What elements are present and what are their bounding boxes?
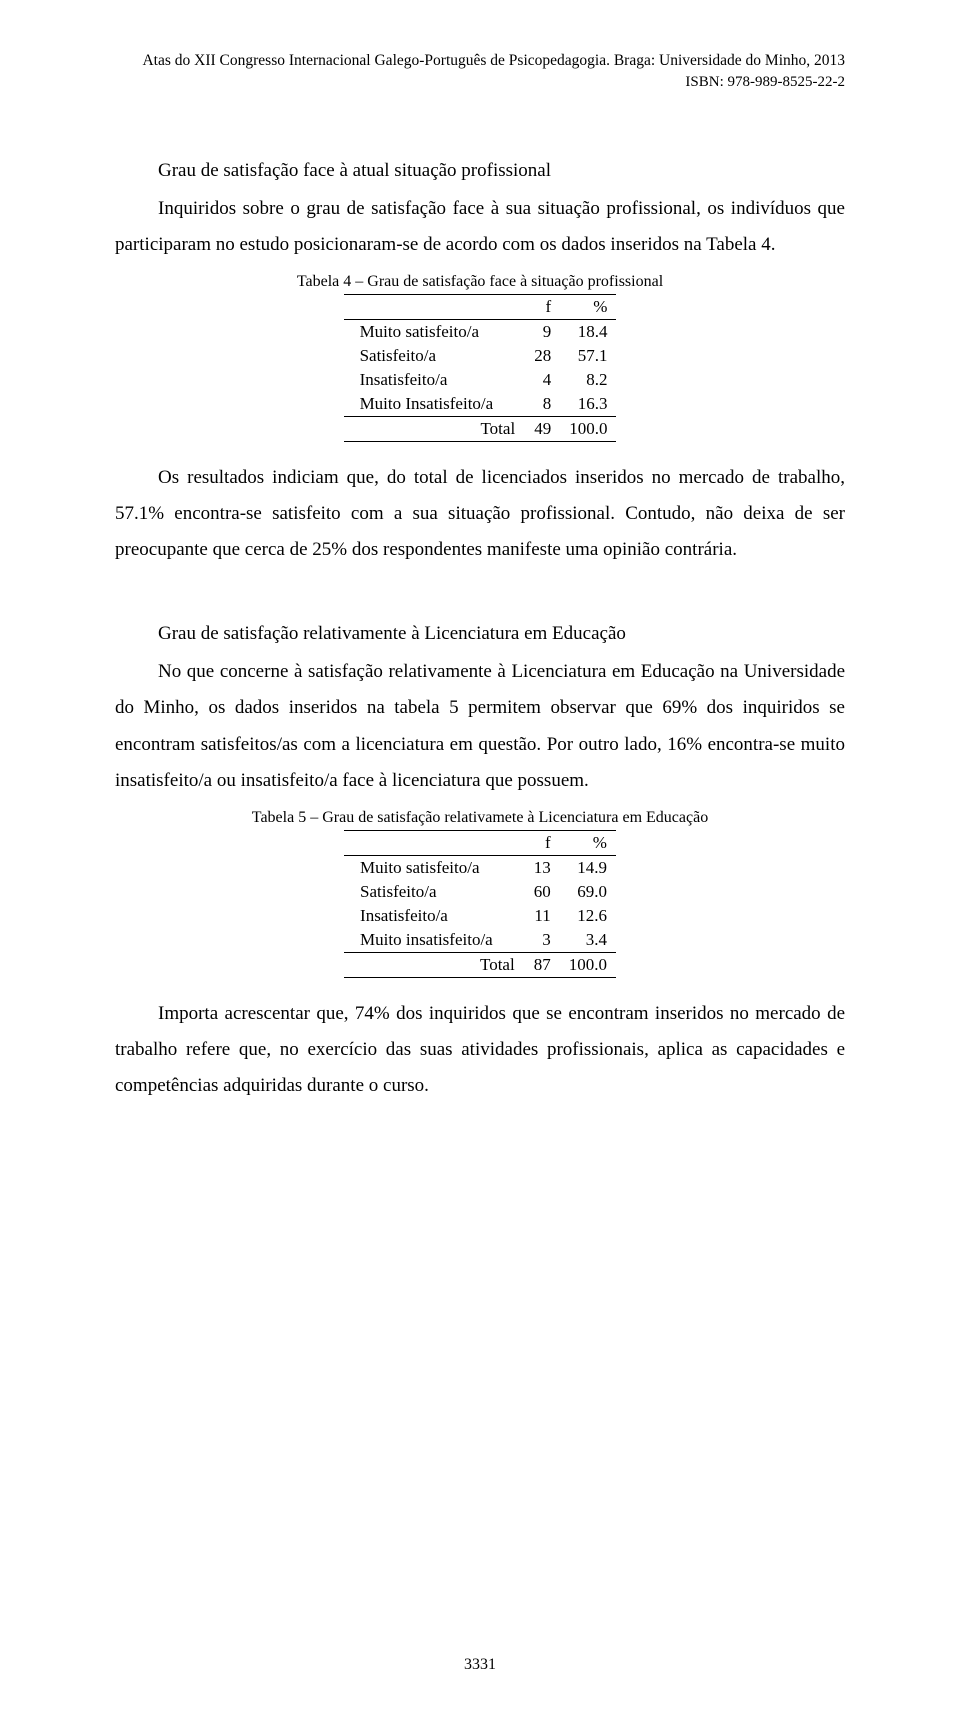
section-2-title: Grau de satisfação relativamente à Licen… — [115, 616, 845, 652]
section-1-para-2: Os resultados indiciam que, do total de … — [115, 460, 845, 568]
cell-label: Satisfeito/a — [344, 880, 525, 904]
table-5-col-blank — [344, 830, 525, 855]
cell-f: 9 — [525, 319, 560, 344]
header-line-2: ISBN: 978-989-8525-22-2 — [115, 72, 845, 93]
cell-f: 60 — [525, 880, 560, 904]
table-row: Muito satisfeito/a 9 18.4 — [344, 319, 617, 344]
cell-label: Satisfeito/a — [344, 344, 526, 368]
cell-label: Insatisfeito/a — [344, 904, 525, 928]
cell-pct: 3.4 — [560, 928, 616, 953]
cell-pct: 57.1 — [560, 344, 616, 368]
cell-pct: 16.3 — [560, 392, 616, 417]
table-5-header: f % — [344, 830, 616, 855]
table-4-total: Total 49 100.0 — [344, 416, 617, 441]
table-5-col-pct: % — [560, 830, 616, 855]
section-2-para-1: No que concerne à satisfação relativamen… — [115, 654, 845, 798]
page-number: 3331 — [0, 1656, 960, 1674]
cell-pct: 12.6 — [560, 904, 616, 928]
table-row: Satisfeito/a 28 57.1 — [344, 344, 617, 368]
cell-total-pct: 100.0 — [560, 952, 616, 977]
cell-pct: 14.9 — [560, 855, 616, 880]
cell-pct: 18.4 — [560, 319, 616, 344]
cell-total-f: 87 — [525, 952, 560, 977]
table-row: Satisfeito/a 60 69.0 — [344, 880, 616, 904]
cell-pct: 8.2 — [560, 368, 616, 392]
table-row: Insatisfeito/a 11 12.6 — [344, 904, 616, 928]
table-row: Muito insatisfeito/a 3 3.4 — [344, 928, 616, 953]
table-5: f % Muito satisfeito/a 13 14.9 Satisfeit… — [344, 830, 616, 978]
cell-total-label: Total — [344, 416, 526, 441]
cell-label: Muito Insatisfeito/a — [344, 392, 526, 417]
cell-f: 28 — [525, 344, 560, 368]
section-1-title: Grau de satisfação face à atual situação… — [115, 153, 845, 189]
header-line-1: Atas do XII Congresso Internacional Gale… — [115, 50, 845, 72]
cell-total-f: 49 — [525, 416, 560, 441]
section-2-para-2: Importa acrescentar que, 74% dos inquiri… — [115, 996, 845, 1104]
table-4-col-blank — [344, 294, 526, 319]
table-4-col-pct: % — [560, 294, 616, 319]
table-4: f % Muito satisfeito/a 9 18.4 Satisfeito… — [344, 294, 617, 442]
cell-f: 8 — [525, 392, 560, 417]
cell-f: 4 — [525, 368, 560, 392]
cell-total-label: Total — [344, 952, 525, 977]
table-row: Muito satisfeito/a 13 14.9 — [344, 855, 616, 880]
running-header: Atas do XII Congresso Internacional Gale… — [115, 50, 845, 93]
table-5-total: Total 87 100.0 — [344, 952, 616, 977]
table-4-caption: Tabela 4 – Grau de satisfação face à sit… — [115, 273, 845, 291]
table-4-col-f: f — [525, 294, 560, 319]
cell-label: Muito satisfeito/a — [344, 319, 526, 344]
cell-label: Muito satisfeito/a — [344, 855, 525, 880]
cell-pct: 69.0 — [560, 880, 616, 904]
table-row: Insatisfeito/a 4 8.2 — [344, 368, 617, 392]
cell-f: 11 — [525, 904, 560, 928]
cell-f: 13 — [525, 855, 560, 880]
cell-label: Insatisfeito/a — [344, 368, 526, 392]
section-1-para-1: Inquiridos sobre o grau de satisfação fa… — [115, 191, 845, 263]
table-4-header: f % — [344, 294, 617, 319]
table-5-caption: Tabela 5 – Grau de satisfação relativame… — [115, 809, 845, 827]
cell-label: Muito insatisfeito/a — [344, 928, 525, 953]
table-row: Muito Insatisfeito/a 8 16.3 — [344, 392, 617, 417]
document-page: Atas do XII Congresso Internacional Gale… — [0, 0, 960, 1172]
cell-total-pct: 100.0 — [560, 416, 616, 441]
cell-f: 3 — [525, 928, 560, 953]
table-5-col-f: f — [525, 830, 560, 855]
